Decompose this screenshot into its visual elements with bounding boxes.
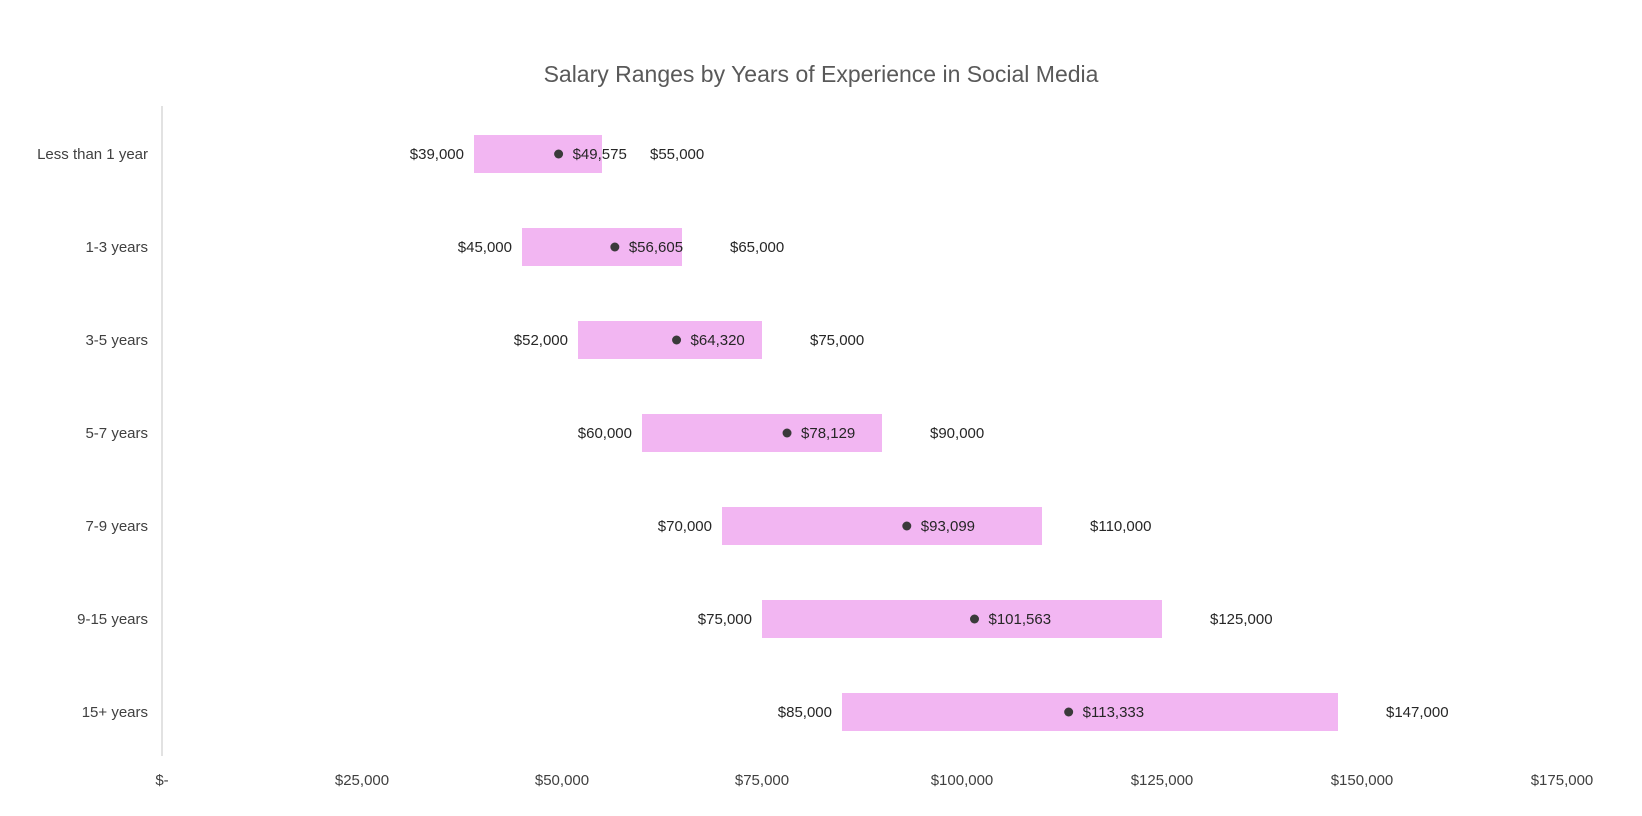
category-label: 9-15 years [77, 611, 148, 628]
salary-range-bar [842, 693, 1338, 731]
average-salary-marker [902, 521, 912, 531]
low-salary-label: $70,000 [658, 518, 712, 535]
average-salary-label: $64,320 [691, 332, 745, 349]
range-bars: $39,000 $49,575 $55,000 $45,000 $56,605 $65,0… [410, 135, 1449, 731]
salary-range-bar [762, 600, 1162, 638]
x-tick-label: $50,000 [535, 772, 589, 789]
x-tick-label: $75,000 [735, 772, 789, 789]
x-tick-label: $- [155, 772, 168, 789]
high-salary-label: $55,000 [650, 146, 704, 163]
salary-range-bar [642, 414, 882, 452]
x-tick-label: $175,000 [1531, 772, 1594, 789]
high-salary-label: $65,000 [730, 239, 784, 256]
high-salary-label: $90,000 [930, 425, 984, 442]
x-axis-ticks: $- $25,000 $50,000 $75,000 $100,000 $125,000 $… [155, 772, 1593, 789]
x-tick-label: $100,000 [931, 772, 994, 789]
category-labels: Less than 1 year 1-3 years 3-5 years 5-7 ye… [37, 146, 148, 721]
low-salary-label: $45,000 [458, 239, 512, 256]
high-salary-label: $125,000 [1210, 611, 1273, 628]
category-label: 7-9 years [85, 518, 148, 535]
low-salary-label: $52,000 [514, 332, 568, 349]
x-tick-label: $125,000 [1131, 772, 1194, 789]
category-label: 15+ years [82, 704, 148, 721]
average-salary-marker [610, 242, 620, 252]
average-salary-marker [554, 149, 564, 159]
average-salary-label: $56,605 [629, 239, 683, 256]
chart-title: Salary Ranges by Years of Experience in … [544, 61, 1099, 87]
average-salary-label: $93,099 [921, 518, 975, 535]
x-tick-label: $25,000 [335, 772, 389, 789]
low-salary-label: $39,000 [410, 146, 464, 163]
average-salary-label: $101,563 [989, 611, 1052, 628]
low-salary-label: $60,000 [578, 425, 632, 442]
category-label: Less than 1 year [37, 146, 148, 163]
high-salary-label: $110,000 [1090, 518, 1151, 535]
average-salary-marker [672, 335, 682, 345]
average-salary-label: $113,333 [1083, 704, 1144, 721]
average-salary-marker [782, 428, 792, 438]
high-salary-label: $75,000 [810, 332, 864, 349]
low-salary-label: $75,000 [698, 611, 752, 628]
x-tick-label: $150,000 [1331, 772, 1394, 789]
salary-range-bar [522, 228, 682, 266]
low-salary-label: $85,000 [778, 704, 832, 721]
category-label: 5-7 years [85, 425, 148, 442]
high-salary-label: $147,000 [1386, 704, 1449, 721]
category-label: 3-5 years [85, 332, 148, 349]
average-salary-label: $78,129 [801, 425, 855, 442]
salary-range-bar [474, 135, 602, 173]
average-salary-marker [970, 614, 980, 624]
salary-range-bar [722, 507, 1042, 545]
average-salary-label: $49,575 [573, 146, 627, 163]
salary-range-bar [578, 321, 762, 359]
category-label: 1-3 years [85, 239, 148, 256]
average-salary-marker [1064, 707, 1074, 717]
